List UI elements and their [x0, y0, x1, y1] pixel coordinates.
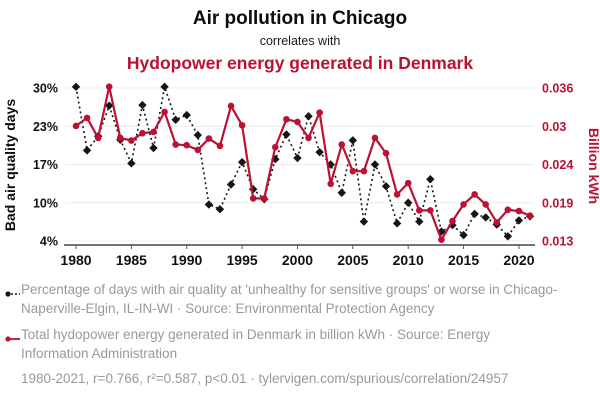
svg-text:1985: 1985	[116, 252, 147, 268]
legend: Percentage of days with air quality at '…	[0, 274, 600, 388]
legend-text-hydropower: Total hydopower energy generated in Denm…	[21, 327, 490, 361]
svg-text:23%: 23%	[33, 120, 58, 134]
svg-text:2015: 2015	[448, 252, 479, 268]
svg-text:0.024: 0.024	[542, 158, 573, 172]
black-dashed-series-icon	[5, 280, 21, 318]
correlates-with-label: correlates with	[259, 34, 341, 48]
series-hydropower	[72, 83, 534, 243]
svg-text:0.013: 0.013	[542, 235, 573, 249]
svg-text:0.019: 0.019	[542, 196, 573, 210]
stats-footnote: 1980-2021, r=0.766, r²=0.587, p<0.01 · t…	[21, 371, 509, 386]
svg-text:0.03: 0.03	[542, 120, 566, 134]
chart-subtitle-red: Hydopower energy generated in Denmark	[126, 53, 474, 73]
svg-text:Billion kWh: Billion kWh	[586, 128, 600, 204]
svg-text:2005: 2005	[337, 252, 368, 268]
svg-text:17%: 17%	[33, 158, 58, 172]
svg-text:0.036: 0.036	[542, 82, 573, 96]
svg-text:4%: 4%	[40, 235, 58, 249]
svg-text:10%: 10%	[33, 196, 58, 210]
legend-text-air-quality: Percentage of days with air quality at '…	[21, 282, 558, 316]
chart-title: Air pollution in Chicago	[192, 8, 408, 29]
legend-item: Total hydopower energy generated in Denm…	[5, 325, 590, 363]
svg-text:2000: 2000	[282, 252, 313, 268]
legend-item: Percentage of days with air quality at '…	[5, 280, 590, 318]
svg-text:30%: 30%	[33, 82, 58, 96]
svg-text:Bad air quality days: Bad air quality days	[2, 99, 18, 231]
chart-area: 30% 0.036 23% 0.03 17% 0.024 10% 0.019 4% 0.013 19…	[0, 78, 600, 274]
svg-text:2010: 2010	[393, 252, 424, 268]
red-solid-series-icon	[5, 325, 21, 363]
series-air-quality	[71, 82, 535, 241]
svg-text:1995: 1995	[227, 252, 258, 268]
svg-text:2020: 2020	[503, 252, 534, 268]
header: Air pollution in Chicago correlates with…	[0, 0, 600, 75]
svg-text:1990: 1990	[171, 252, 202, 268]
svg-text:1980: 1980	[60, 252, 91, 268]
correlation-line-chart: 30% 0.036 23% 0.03 17% 0.024 10% 0.019 4% 0.013 19…	[2, 82, 600, 269]
